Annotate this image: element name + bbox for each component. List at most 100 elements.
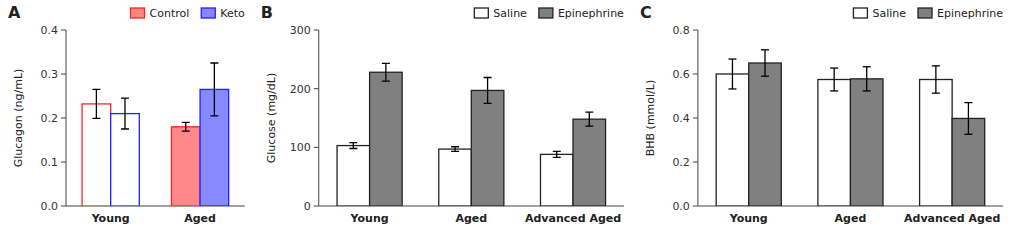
error-cap xyxy=(863,90,871,91)
legend-swatch xyxy=(201,8,215,18)
legend-label: Control xyxy=(150,7,190,20)
error-cap xyxy=(585,111,593,112)
y-axis-label: Glucagon (ng/mL) xyxy=(12,69,25,168)
error-cap xyxy=(863,66,871,67)
legend-label: Keto xyxy=(220,7,245,20)
error-cap xyxy=(382,63,390,64)
y-tick xyxy=(693,118,698,119)
error-cap xyxy=(451,146,459,147)
error-cap xyxy=(382,80,390,81)
y-axis-label: BHB (mmol/L) xyxy=(644,80,657,157)
error-cap xyxy=(553,151,561,152)
error-cap xyxy=(349,142,357,143)
panel: A0.00.10.20.30.4Glucagon (ng/mL)YoungAge… xyxy=(8,3,245,225)
bar xyxy=(920,80,953,207)
error-line xyxy=(764,50,765,76)
x-tick-label: Advanced Aged xyxy=(525,212,621,225)
error-line xyxy=(589,112,590,126)
figure: A0.00.10.20.30.4Glucagon (ng/mL)YoungAge… xyxy=(0,0,1019,236)
error-cap xyxy=(484,103,492,104)
y-tick-label: 200 xyxy=(290,83,311,96)
error-cap xyxy=(932,92,940,93)
bar xyxy=(171,127,200,206)
y-tick xyxy=(693,30,698,31)
panel: B0100200300Glucose (mg/dL)YoungAgedAdvan… xyxy=(261,3,624,225)
y-tick xyxy=(61,30,66,31)
error-cap xyxy=(121,98,129,99)
y-tick xyxy=(314,88,319,89)
error-cap xyxy=(761,76,769,77)
x-tick-label: Advanced Aged xyxy=(904,212,1000,225)
error-bar xyxy=(484,78,492,104)
error-line xyxy=(834,68,835,91)
x-tick-label: Aged xyxy=(835,212,867,225)
error-bar xyxy=(830,68,838,91)
error-cap xyxy=(182,122,190,123)
error-line xyxy=(353,143,354,149)
error-cap xyxy=(210,115,218,116)
error-cap xyxy=(349,148,357,149)
bar xyxy=(749,63,782,206)
plot-area xyxy=(82,63,229,206)
y-tick-label: 0.2 xyxy=(41,112,59,125)
y-axis-label: Glucose (mg/dL) xyxy=(265,73,278,163)
error-bar xyxy=(728,59,736,89)
y-tick xyxy=(314,206,319,207)
panel-label: A xyxy=(8,3,21,22)
y-tick xyxy=(693,74,698,75)
error-bar xyxy=(382,63,390,81)
y-tick-label: 0 xyxy=(304,200,311,213)
y-tick-label: 100 xyxy=(290,141,311,154)
error-line xyxy=(935,66,936,93)
y-tick xyxy=(314,147,319,148)
error-cap xyxy=(728,58,736,59)
plot-area xyxy=(337,63,606,206)
legend-swatch xyxy=(131,8,145,18)
error-line xyxy=(556,151,557,157)
legend: Control Keto xyxy=(131,7,246,20)
error-cap xyxy=(964,102,972,103)
legend-swatch xyxy=(853,8,867,18)
bar xyxy=(573,119,606,206)
legend-label: Epinephrine xyxy=(558,7,624,20)
legend: SalineEpinephrine xyxy=(474,7,624,20)
y-tick xyxy=(693,206,698,207)
error-cap xyxy=(484,77,492,78)
y-axis xyxy=(66,30,67,206)
error-line xyxy=(454,147,455,152)
error-line xyxy=(96,89,97,118)
error-line xyxy=(487,78,488,104)
error-cap xyxy=(121,128,129,129)
x-tick-label: Aged xyxy=(184,212,216,225)
x-tick-label: Aged xyxy=(455,212,487,225)
error-line xyxy=(968,103,969,135)
error-cap xyxy=(964,134,972,135)
y-tick-label: 0.2 xyxy=(672,156,690,169)
y-tick-label: 0.4 xyxy=(672,112,690,125)
error-cap xyxy=(210,62,218,63)
bar xyxy=(370,72,403,206)
y-tick-label: 300 xyxy=(290,24,311,37)
error-cap xyxy=(92,89,100,90)
error-bar xyxy=(964,103,972,135)
y-tick-label: 0.8 xyxy=(672,24,690,37)
legend-swatch xyxy=(474,8,488,18)
x-tick-label: Young xyxy=(350,212,389,225)
y-tick-label: 0.0 xyxy=(41,200,59,213)
panel-label: C xyxy=(640,3,652,22)
y-tick-label: 0.0 xyxy=(672,200,690,213)
error-cap xyxy=(830,90,838,91)
error-bar xyxy=(349,143,357,149)
error-bar xyxy=(863,67,871,91)
error-bar xyxy=(182,122,190,131)
error-bar xyxy=(92,89,100,118)
error-line xyxy=(124,98,125,129)
error-bar xyxy=(451,147,459,152)
error-cap xyxy=(932,65,940,66)
error-line xyxy=(732,59,733,89)
y-tick xyxy=(61,206,66,207)
plot-area xyxy=(716,50,985,206)
y-tick xyxy=(61,74,66,75)
legend-label: Epinephrine xyxy=(937,7,1003,20)
bar xyxy=(82,104,111,206)
